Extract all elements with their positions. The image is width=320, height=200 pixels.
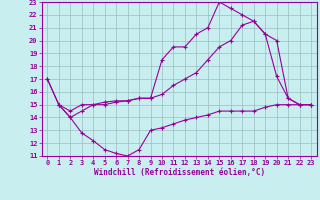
X-axis label: Windchill (Refroidissement éolien,°C): Windchill (Refroidissement éolien,°C) xyxy=(94,168,265,177)
